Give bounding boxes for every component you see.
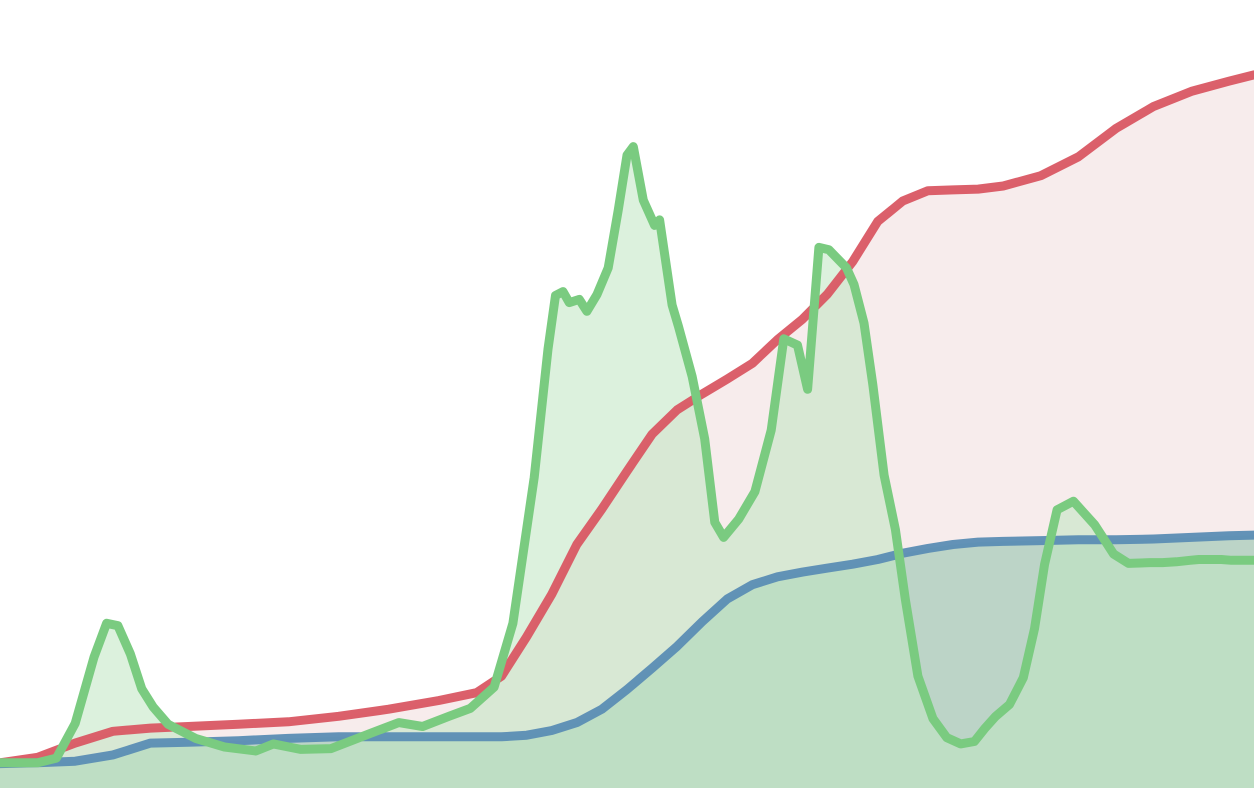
series-line-green (0, 142, 1254, 768)
series-line-blue (0, 530, 1254, 769)
series-line-red (0, 70, 1254, 768)
lines-layer (0, 70, 1254, 769)
